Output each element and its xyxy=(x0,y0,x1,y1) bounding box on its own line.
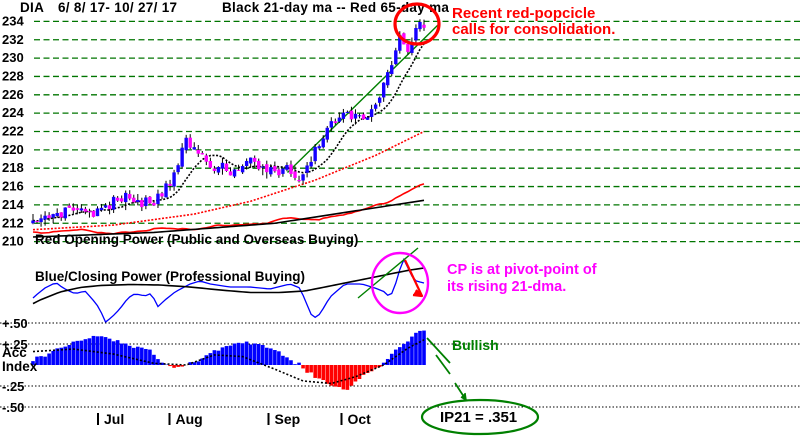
svg-text:Bullish: Bullish xyxy=(452,337,499,353)
svg-text:Blue/Closing Power (Profession: Blue/Closing Power (Professional Buying) xyxy=(35,269,305,284)
svg-text:6/ 8/ 17- 10/ 27/ 17: 6/ 8/ 17- 10/ 27/ 17 xyxy=(58,0,177,15)
svg-text:-.25: -.25 xyxy=(2,379,24,394)
svg-text:212: 212 xyxy=(2,215,24,230)
svg-text:+.50: +.50 xyxy=(2,316,28,331)
svg-text:Red Opening Power (Public and: Red Opening Power (Public and Overseas B… xyxy=(35,232,358,247)
svg-text:CP is at pivot-point of: CP is at pivot-point of xyxy=(447,262,597,278)
svg-text:230: 230 xyxy=(2,50,24,65)
svg-text:calls for consolidation.: calls for consolidation. xyxy=(452,21,615,38)
svg-text:Oct: Oct xyxy=(348,411,372,427)
svg-text:Acc: Acc xyxy=(2,345,27,360)
svg-text:224: 224 xyxy=(2,105,24,120)
svg-text:234: 234 xyxy=(2,13,24,28)
svg-text:Sep: Sep xyxy=(275,411,301,427)
svg-text:-.50: -.50 xyxy=(2,400,24,415)
svg-text:220: 220 xyxy=(2,142,24,157)
svg-text:232: 232 xyxy=(2,32,24,47)
svg-text:Jul: Jul xyxy=(104,411,124,427)
svg-text:214: 214 xyxy=(2,197,24,212)
svg-text:Black 21-day ma -- Red 65-day: Black 21-day ma -- Red 65-day ma xyxy=(222,0,449,15)
svg-text:218: 218 xyxy=(2,160,24,175)
svg-text:222: 222 xyxy=(2,124,24,139)
svg-text:IP21 = .351: IP21 = .351 xyxy=(440,409,517,426)
svg-text:Recent red-popcicle: Recent red-popcicle xyxy=(452,5,595,22)
svg-text:216: 216 xyxy=(2,179,24,194)
svg-text:Aug: Aug xyxy=(176,411,203,427)
svg-text:228: 228 xyxy=(2,68,24,83)
svg-text:Index: Index xyxy=(2,359,38,374)
svg-text:226: 226 xyxy=(2,87,24,102)
svg-text:DIA: DIA xyxy=(20,0,44,15)
svg-text:its rising 21-dma.: its rising 21-dma. xyxy=(447,279,566,295)
svg-text:210: 210 xyxy=(2,234,24,249)
